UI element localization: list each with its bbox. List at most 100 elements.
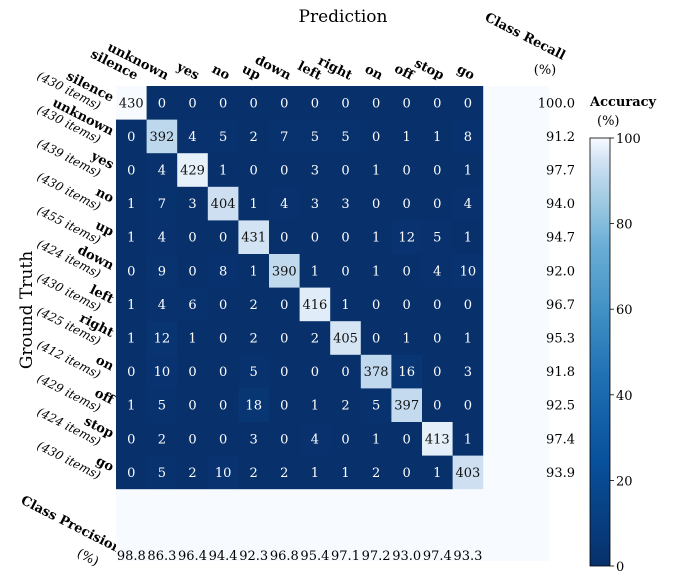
- matrix-cell-value: 0: [403, 432, 411, 447]
- column-label: right: [315, 54, 354, 84]
- class-precision-value: 92.3: [239, 549, 268, 564]
- chart-title: Prediction: [299, 7, 388, 27]
- matrix-cell-value: 12: [398, 231, 415, 246]
- matrix-cell-value: 0: [341, 96, 349, 111]
- matrix-cell-value: 3: [188, 197, 196, 212]
- matrix-cell: [360, 354, 392, 389]
- matrix-cell: [422, 153, 453, 188]
- class-precision-value: 98.8: [117, 549, 146, 564]
- matrix-cell-value: 0: [280, 164, 288, 179]
- matrix-cell: [177, 455, 209, 490]
- matrix-cell-value: 0: [372, 332, 380, 347]
- matrix-cell: [146, 388, 178, 423]
- matrix-cell: [360, 422, 392, 456]
- matrix-cell: [422, 254, 453, 288]
- matrix-cell-value: 0: [464, 399, 472, 414]
- matrix-cell-value: 9: [158, 264, 166, 279]
- matrix-cell: [207, 287, 239, 322]
- matrix-cell-value: 7: [280, 130, 288, 145]
- matrix-cell: [207, 354, 239, 389]
- matrix-cell-value: 1: [250, 197, 258, 212]
- matrix-cell: [146, 287, 178, 322]
- matrix-cell: [238, 86, 270, 120]
- matrix-cell-value: 430: [119, 96, 144, 111]
- matrix-cell-value: 1: [341, 298, 349, 313]
- matrix-cell-value: 397: [394, 399, 419, 414]
- matrix-cell-value: 0: [372, 298, 380, 313]
- matrix-cell: [391, 220, 423, 255]
- class-recall-value: 93.9: [546, 466, 575, 481]
- matrix-cell: [391, 321, 423, 356]
- matrix-cell: [391, 422, 423, 456]
- matrix-cell-value: 1: [311, 264, 319, 279]
- matrix-cell-value: 0: [403, 197, 411, 212]
- colorbar-tick-label: 0: [616, 560, 624, 574]
- matrix-cell-value: 0: [433, 365, 441, 380]
- class-recall-value: 97.4: [546, 432, 575, 447]
- matrix-cell-value: 0: [433, 164, 441, 179]
- colorbar: [589, 137, 611, 567]
- matrix-cell: [299, 186, 331, 221]
- matrix-cell: [207, 422, 239, 456]
- matrix-cell: [422, 422, 453, 456]
- matrix-cell-value: 1: [464, 164, 472, 179]
- matrix-cell: [177, 254, 209, 288]
- matrix-cell: [269, 388, 300, 423]
- matrix-cell-value: 5: [372, 399, 380, 414]
- matrix-cell-value: 0: [280, 332, 288, 347]
- matrix-cell: [177, 86, 209, 120]
- matrix-cell: [146, 422, 178, 456]
- matrix-cell: [207, 321, 239, 356]
- matrix-cell: [422, 86, 453, 120]
- matrix-cell: [207, 455, 239, 490]
- class-recall-value: 91.8: [546, 365, 575, 380]
- matrix-cell-value: 0: [127, 164, 135, 179]
- matrix-cell-value: 392: [149, 130, 174, 145]
- matrix-cell: [238, 254, 270, 288]
- matrix-cell-value: 0: [158, 96, 166, 111]
- matrix-cell-value: 3: [464, 365, 472, 380]
- matrix-cell: [422, 220, 453, 255]
- matrix-cell: [269, 153, 300, 188]
- matrix-cell-value: 1: [219, 164, 227, 179]
- matrix-cell: [177, 321, 209, 356]
- matrix-cell: [177, 287, 209, 322]
- matrix-cell: [299, 287, 331, 322]
- matrix-cell-value: 0: [127, 365, 135, 380]
- matrix-cell: [391, 388, 423, 423]
- matrix-cell-value: 2: [250, 466, 258, 481]
- column-label: go: [454, 62, 477, 84]
- matrix-cell-value: 0: [403, 264, 411, 279]
- matrix-cell-value: 1: [372, 164, 380, 179]
- class-recall-value: 100.0: [538, 96, 575, 111]
- matrix-cell: [452, 354, 484, 389]
- matrix-cell: [330, 186, 362, 221]
- matrix-cell-value: 0: [280, 399, 288, 414]
- class-precision-value: 96.8: [270, 549, 299, 564]
- matrix-cell-value: 1: [403, 130, 411, 145]
- matrix-cell-value: 16: [398, 365, 415, 380]
- matrix-cell-value: 1: [464, 231, 472, 246]
- matrix-cell-value: 10: [460, 264, 477, 279]
- matrix-cell-value: 1: [464, 432, 472, 447]
- matrix-cell-value: 5: [433, 231, 441, 246]
- matrix-cell: [146, 186, 178, 221]
- matrix-cell-value: 2: [158, 432, 166, 447]
- matrix-cell-value: 0: [188, 399, 196, 414]
- matrix-cell: [177, 119, 209, 154]
- colorbar-tick-label: 40: [616, 389, 633, 404]
- matrix-cell-value: 0: [341, 365, 349, 380]
- matrix-cell-value: 0: [280, 96, 288, 111]
- matrix-cell: [330, 119, 362, 154]
- matrix-cell-value: 0: [280, 298, 288, 313]
- matrix-cell: [391, 287, 423, 322]
- matrix-cell-value: 1: [250, 264, 258, 279]
- matrix-cell: [330, 254, 362, 288]
- matrix-cell-value: 0: [219, 332, 227, 347]
- matrix-cell-value: 0: [341, 164, 349, 179]
- matrix-cell: [391, 119, 423, 154]
- matrix-cell: [360, 153, 392, 188]
- matrix-cell: [360, 220, 392, 255]
- class-precision-value: 93.0: [392, 549, 421, 564]
